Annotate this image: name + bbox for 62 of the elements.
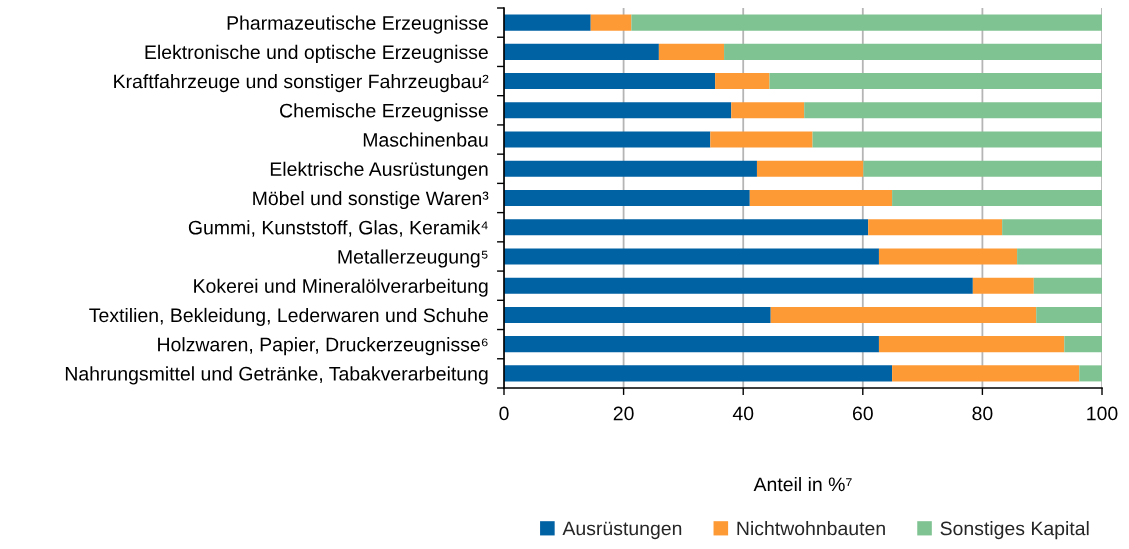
x-tick-label: 100 [1087,406,1118,421]
x-tick-label: 80 [972,406,993,421]
bar [715,73,770,90]
bar [631,14,1102,31]
y-tick-label: Elektrische Ausrüstungen [270,161,488,180]
bar [504,14,591,31]
bar [972,277,1034,294]
bar [504,336,879,353]
bar [756,160,864,177]
x-tick-label: 0 [499,406,509,421]
bar [658,43,725,60]
bar [878,248,1018,265]
bar [1033,277,1102,294]
legend-label: Ausrüstungen [562,521,682,540]
legend-label: Nichtwohnbauten [737,521,885,536]
x-tick-label: 40 [732,406,754,421]
bar [892,189,1102,207]
bar [1036,306,1102,323]
bar [504,131,711,148]
bar [731,102,805,119]
bar [863,160,1102,177]
bar [812,131,1102,148]
legend-label: Sonstiges Kapital [940,521,1089,540]
y-tick-label: Chemische Erzeugnisse [280,103,488,122]
bar [504,160,757,177]
y-tick-label: Nahrungsmittel und Getränke, Tabakverarbeitung [65,366,488,385]
y-tick-label: Gummi, Kunststoff, Glas, Keramik⁴ [188,220,488,237]
y-tick-label: Pharmazeutische Erzeugnisse [227,15,488,34]
x-tick-label: 60 [852,406,873,421]
bar [1079,365,1102,382]
bar [1064,336,1102,353]
bar [878,336,1065,353]
y-tick-label: Maschinenbau [363,132,488,147]
bar [504,365,893,382]
bar [724,43,1102,60]
bar [504,277,973,294]
bar [504,73,716,90]
y-tick-label: Möbel und sonstige Waren³ [253,190,489,210]
bar [804,102,1102,119]
bar [1002,219,1102,236]
y-tick-label: Elektronische und optische Erzeugnisse [145,44,488,63]
bar [1017,248,1102,265]
bar [770,306,1037,323]
bar [504,248,879,265]
bar [504,306,771,323]
bar [892,365,1080,382]
bar [504,43,659,60]
bar [749,189,893,207]
bar [769,73,1102,90]
bar [504,219,869,236]
bar [868,219,1003,236]
y-tick-label: Kraftfahrzeuge und sonstiger Fahrzeugbau² [114,74,489,93]
x-tick-label: 20 [613,406,634,421]
bar [504,102,732,119]
bar [710,131,813,148]
y-tick-label: Textilien, Bekleidung, Lederwaren und Schuhe [89,307,488,326]
y-tick-label: Kokerei und Mineralölverarbeitung [194,278,488,297]
bar [504,189,750,207]
x-axis-title: Anteil in %⁷ [753,476,852,492]
y-tick-label: Holzwaren, Papier, Druckerzeugnisse⁶ [158,337,488,356]
bar [590,14,632,31]
y-tick-label: Metallerzeugung⁵ [338,249,488,268]
